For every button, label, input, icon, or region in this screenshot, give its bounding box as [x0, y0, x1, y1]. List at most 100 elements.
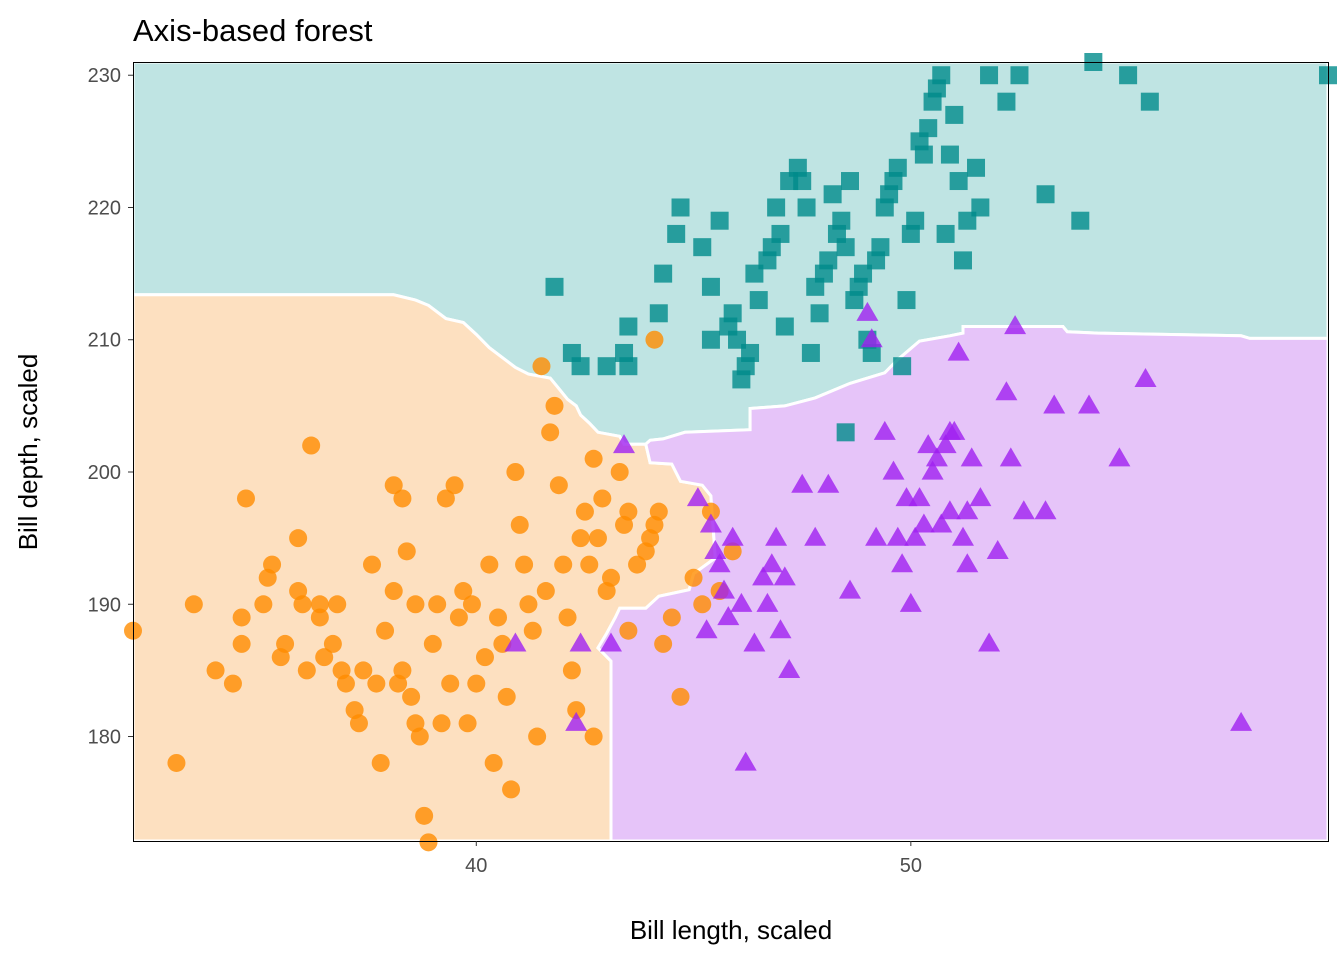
- triangle-point: [1034, 500, 1057, 520]
- circle-point: [619, 621, 638, 640]
- triangle-point: [930, 513, 953, 533]
- triangle-point: [752, 566, 775, 586]
- circle-point: [328, 595, 347, 614]
- circle-point: [693, 595, 712, 614]
- circle-point: [484, 753, 503, 772]
- triangle-point: [569, 632, 592, 652]
- square-point: [1119, 66, 1138, 85]
- circle-point: [206, 661, 225, 680]
- circle-point: [349, 714, 368, 733]
- circle-point: [393, 661, 412, 680]
- circle-point: [315, 648, 334, 667]
- triangle-point: [899, 592, 922, 612]
- circle-point: [528, 727, 547, 746]
- square-point: [771, 224, 790, 243]
- circle-point: [289, 529, 308, 548]
- triangle-point: [1078, 394, 1100, 414]
- triangle-point: [817, 473, 840, 493]
- triangle-point: [769, 619, 792, 639]
- circle-point: [588, 529, 607, 548]
- triangle-point: [1012, 500, 1035, 520]
- square-point: [619, 317, 638, 336]
- square-point: [967, 158, 986, 177]
- square-point: [945, 105, 964, 124]
- y-tick-label: 230: [88, 65, 121, 87]
- square-point: [888, 158, 907, 177]
- circle-point: [254, 595, 273, 614]
- square-point: [862, 343, 881, 362]
- circle-point: [236, 489, 255, 508]
- triangle-point: [839, 579, 861, 599]
- square-point: [906, 211, 925, 230]
- circle-point: [436, 489, 455, 508]
- triangle-point: [986, 540, 1009, 559]
- region-purple: [596, 325, 1330, 843]
- triangle-point: [1108, 447, 1131, 467]
- square-point: [741, 343, 760, 362]
- triangle-point: [856, 301, 879, 321]
- circle-point: [310, 608, 329, 627]
- square-point: [1140, 92, 1159, 111]
- triangle-point: [708, 553, 731, 573]
- square-point: [997, 92, 1016, 111]
- circle-point: [441, 674, 460, 693]
- square-point: [940, 145, 959, 164]
- x-axis-ticks: 40 50: [465, 841, 922, 877]
- circle-point: [475, 648, 494, 667]
- triangle-point: [960, 447, 983, 467]
- circle-point: [584, 449, 603, 468]
- square-point: [949, 172, 968, 191]
- circle-point: [419, 833, 438, 852]
- triangle-point: [713, 579, 735, 599]
- triangle-point: [717, 606, 740, 626]
- circle-point: [654, 634, 673, 653]
- triangle-point: [978, 632, 1001, 652]
- circle-point: [628, 555, 647, 574]
- chart-title: Axis-based forest: [133, 13, 373, 48]
- circle-point: [232, 608, 251, 627]
- circle-point: [167, 753, 186, 772]
- triangle-point: [969, 487, 992, 507]
- triangle-point: [873, 420, 896, 440]
- triangle-point: [882, 460, 905, 480]
- circle-point: [489, 608, 508, 627]
- circle-point: [462, 595, 481, 614]
- triangle-point: [699, 513, 722, 533]
- triangle-point: [756, 592, 779, 612]
- square-point: [671, 198, 690, 217]
- triangle-point: [956, 500, 979, 520]
- triangle-point: [999, 447, 1022, 467]
- triangle-point: [1043, 394, 1066, 414]
- circle-point: [515, 555, 534, 574]
- square-point: [893, 357, 912, 376]
- triangle-point: [600, 632, 622, 652]
- circle-point: [402, 687, 421, 706]
- circle-point: [580, 555, 599, 574]
- x-axis-label: Bill length, scaled: [630, 915, 832, 945]
- triangle-point: [791, 473, 814, 493]
- triangle-point: [765, 526, 788, 546]
- circle-point: [532, 357, 551, 376]
- square-point: [841, 172, 859, 191]
- square-point: [914, 145, 933, 164]
- circle-point: [384, 582, 403, 601]
- circle-point: [536, 582, 555, 601]
- circle-point: [649, 502, 668, 521]
- square-point: [1010, 66, 1029, 85]
- circle-point: [449, 608, 468, 627]
- x-tick-label: 50: [900, 855, 922, 877]
- circle-point: [276, 634, 295, 653]
- circle-point: [562, 661, 581, 680]
- circle-point: [263, 555, 282, 574]
- triangle-point: [952, 526, 974, 546]
- triangle-point: [995, 381, 1018, 401]
- circle-point: [428, 595, 447, 614]
- triangle-point: [704, 540, 727, 559]
- circle-point: [297, 661, 316, 680]
- square-point: [932, 66, 951, 85]
- circle-point: [662, 608, 681, 627]
- circle-point: [354, 661, 373, 680]
- triangle-point: [743, 632, 766, 652]
- triangle-point: [804, 526, 827, 546]
- square-point: [793, 172, 812, 191]
